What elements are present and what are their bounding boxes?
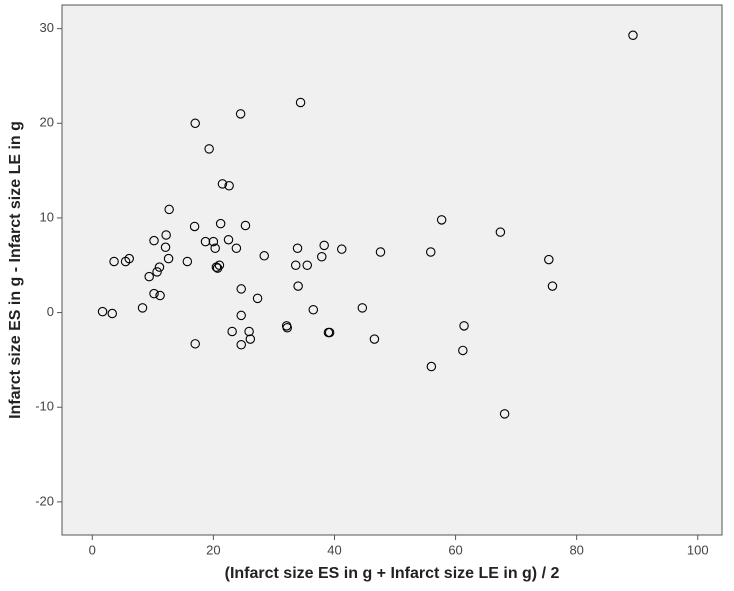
point <box>244 326 254 337</box>
point <box>293 281 303 291</box>
point <box>182 256 193 267</box>
point <box>215 218 226 229</box>
point <box>154 262 165 272</box>
y-tick-label: 0 <box>47 304 54 319</box>
point <box>227 326 237 337</box>
point <box>495 227 506 237</box>
point <box>137 303 148 313</box>
point <box>459 321 469 331</box>
point <box>161 230 171 240</box>
point <box>628 30 638 41</box>
point <box>97 306 108 317</box>
plot-area <box>61 4 723 536</box>
point <box>547 281 558 291</box>
point <box>252 293 263 304</box>
point <box>217 179 228 189</box>
point <box>163 253 174 264</box>
point <box>223 234 234 245</box>
y-tick-label: -20 <box>35 493 54 508</box>
point <box>458 345 468 356</box>
point <box>290 260 301 271</box>
point <box>124 253 134 264</box>
point <box>152 267 162 277</box>
point <box>236 310 246 321</box>
y-tick-label: 10 <box>40 209 54 224</box>
point <box>190 118 200 129</box>
point <box>308 304 319 315</box>
point <box>231 243 242 253</box>
point <box>160 242 171 253</box>
x-tick-label: 40 <box>327 542 341 557</box>
point <box>324 327 335 338</box>
point <box>212 263 223 273</box>
y-tick-label: 30 <box>40 20 54 35</box>
point <box>214 260 225 271</box>
point <box>240 220 251 231</box>
point <box>282 322 292 333</box>
point <box>211 262 222 272</box>
y-tick-label: 20 <box>40 115 54 130</box>
point <box>149 288 159 299</box>
point <box>544 254 554 265</box>
point <box>259 251 269 261</box>
point <box>164 204 174 215</box>
x-axis-title: (Infarct size ES in g + Infarct size LE … <box>225 565 560 582</box>
point <box>426 361 437 372</box>
y-axis-title: Infarct size ES in g - Infarct size LE i… <box>7 121 24 419</box>
x-tick-label: 20 <box>206 542 220 557</box>
point <box>210 243 220 253</box>
point <box>204 144 214 154</box>
point <box>224 181 234 191</box>
point <box>236 284 246 294</box>
point <box>375 247 386 257</box>
point <box>499 409 510 419</box>
point <box>144 271 154 282</box>
point <box>236 340 246 350</box>
point <box>319 240 329 251</box>
point <box>336 244 347 254</box>
point <box>369 334 380 344</box>
point <box>107 308 118 319</box>
point <box>436 215 447 225</box>
point <box>149 235 159 246</box>
point <box>295 97 306 108</box>
point <box>302 260 312 271</box>
point <box>357 303 368 313</box>
x-tick-label: 60 <box>448 542 462 557</box>
x-tick-label: 80 <box>569 542 583 557</box>
point <box>190 339 200 349</box>
y-tick-label: -10 <box>35 399 54 414</box>
point <box>189 221 200 232</box>
x-tick-label: 100 <box>687 542 709 557</box>
point <box>208 236 219 247</box>
point <box>235 109 246 119</box>
point <box>155 290 165 301</box>
point <box>245 334 256 344</box>
x-tick-label: 0 <box>89 542 96 557</box>
point <box>292 243 303 253</box>
point <box>426 247 436 257</box>
point <box>109 256 119 267</box>
point <box>317 252 327 262</box>
